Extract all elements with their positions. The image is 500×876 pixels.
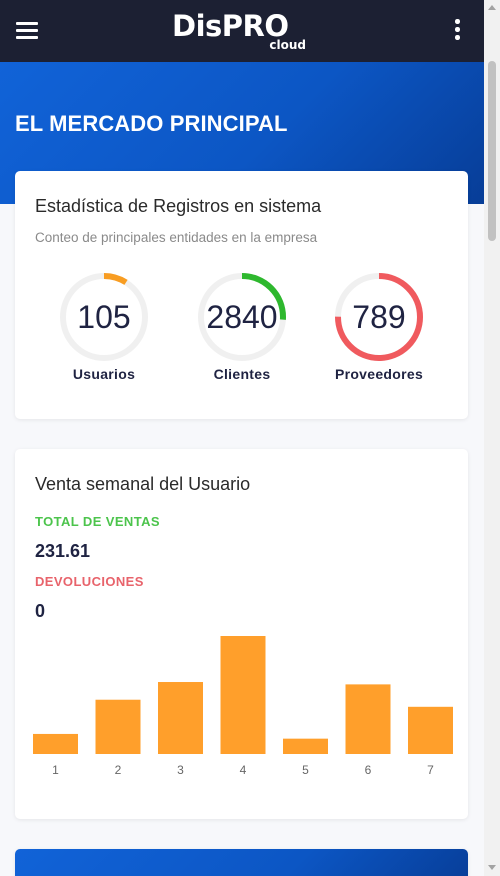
gauge-label: Clientes	[213, 366, 271, 382]
gauge-value: 789	[352, 299, 406, 335]
gauge-proveedores: 789	[333, 271, 425, 363]
page-title: EL MERCADO PRINCIPAL	[15, 111, 288, 136]
gauge-usuarios: 105	[58, 271, 150, 363]
stats-card-title: Estadística de Registros en sistema	[35, 196, 322, 216]
x-tick-label: 7	[427, 763, 434, 777]
weekly-sales-bar-chart: 1 2 3 4 5 6 7	[33, 636, 453, 777]
sales-card-title: Venta semanal del Usuario	[35, 474, 251, 494]
scroll-down-icon[interactable]	[488, 865, 496, 870]
returns-label: DEVOLUCIONES	[35, 574, 144, 589]
total-sales-value: 231.61	[35, 541, 91, 561]
gauge-value: 105	[77, 299, 131, 335]
top-navbar: DisPRO cloud	[0, 0, 484, 62]
app-logo[interactable]: DisPRO cloud	[172, 8, 312, 54]
total-sales-label: TOTAL DE VENTAS	[35, 514, 160, 529]
x-tick-label: 1	[52, 763, 59, 777]
logo-main-text: DisPRO	[172, 9, 289, 43]
gauge-label: Usuarios	[72, 366, 136, 382]
stats-card-subtitle: Conteo de principales entidades en la em…	[35, 230, 318, 245]
gauge-value: 2840	[206, 299, 278, 335]
scroll-up-icon[interactable]	[488, 5, 496, 10]
bar-2[interactable]	[95, 699, 141, 754]
bar-6[interactable]	[345, 684, 391, 754]
x-tick-label: 3	[177, 763, 184, 777]
weekly-sales-card: Venta semanal del Usuario TOTAL DE VENTA…	[15, 449, 468, 819]
stats-card: Estadística de Registros en sistema Cont…	[15, 171, 468, 419]
returns-value: 0	[35, 601, 46, 621]
x-tick-label: 5	[302, 763, 309, 777]
scrollbar-thumb[interactable]	[488, 61, 496, 241]
gauge-clientes: 2840	[196, 271, 288, 363]
hamburger-menu-icon[interactable]	[14, 18, 40, 42]
bar-3[interactable]	[158, 682, 203, 754]
vertical-scrollbar[interactable]	[484, 0, 500, 876]
bar-7[interactable]	[408, 706, 453, 754]
bar-1[interactable]	[33, 733, 78, 754]
x-tick-label: 2	[115, 763, 122, 777]
x-tick-label: 6	[365, 763, 372, 777]
gauge-label: Proveedores	[334, 366, 424, 382]
kebab-menu-icon[interactable]	[450, 18, 464, 42]
logo-sub-text: cloud	[269, 38, 306, 52]
bar-4[interactable]	[220, 636, 266, 754]
next-card-banner	[15, 849, 468, 876]
x-tick-label: 4	[240, 763, 247, 777]
bar-5[interactable]	[283, 738, 328, 754]
